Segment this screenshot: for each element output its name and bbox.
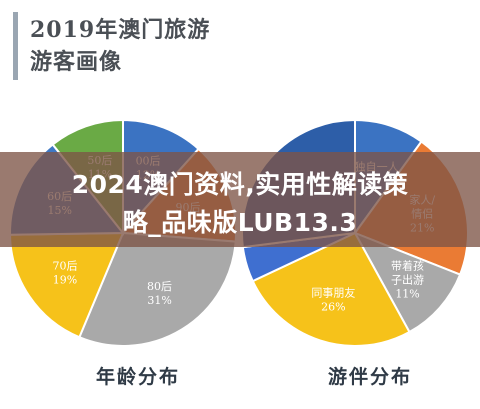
banner-line2: 略_品味版LUB13.3 <box>122 208 358 237</box>
age-slice-2-label-0: 80后 <box>147 280 172 293</box>
age-slice-3-label-0: 70后 <box>52 259 77 272</box>
banner-line1: 2024澳门资料,实用性解读策 <box>71 170 409 199</box>
companion-slice-3 <box>251 231 411 347</box>
companion-slice-2 <box>352 231 462 334</box>
age-slice-2-label-1: 31% <box>147 294 171 307</box>
title-accent-bar <box>13 12 18 80</box>
companion-slice-2-label-0: 带着孩 <box>391 258 424 272</box>
companion-slice-2-label-1: 子出游 <box>391 272 424 286</box>
overlay-banner <box>0 152 480 247</box>
page-title-line2: 游客画像 <box>30 49 123 75</box>
companion-slice-3-label-1: 26% <box>321 301 345 314</box>
companion-chart-title: 游伴分布 <box>328 366 413 388</box>
companion-slice-3-label-0: 同事朋友 <box>311 286 355 300</box>
age-slice-3-label-1: 19% <box>53 273 77 286</box>
age-slice-2 <box>78 231 237 347</box>
age-chart-title: 年龄分布 <box>96 366 181 388</box>
companion-slice-2-label-2: 11% <box>395 287 419 300</box>
page-title-line1: 2019年澳门旅游 <box>30 17 211 43</box>
